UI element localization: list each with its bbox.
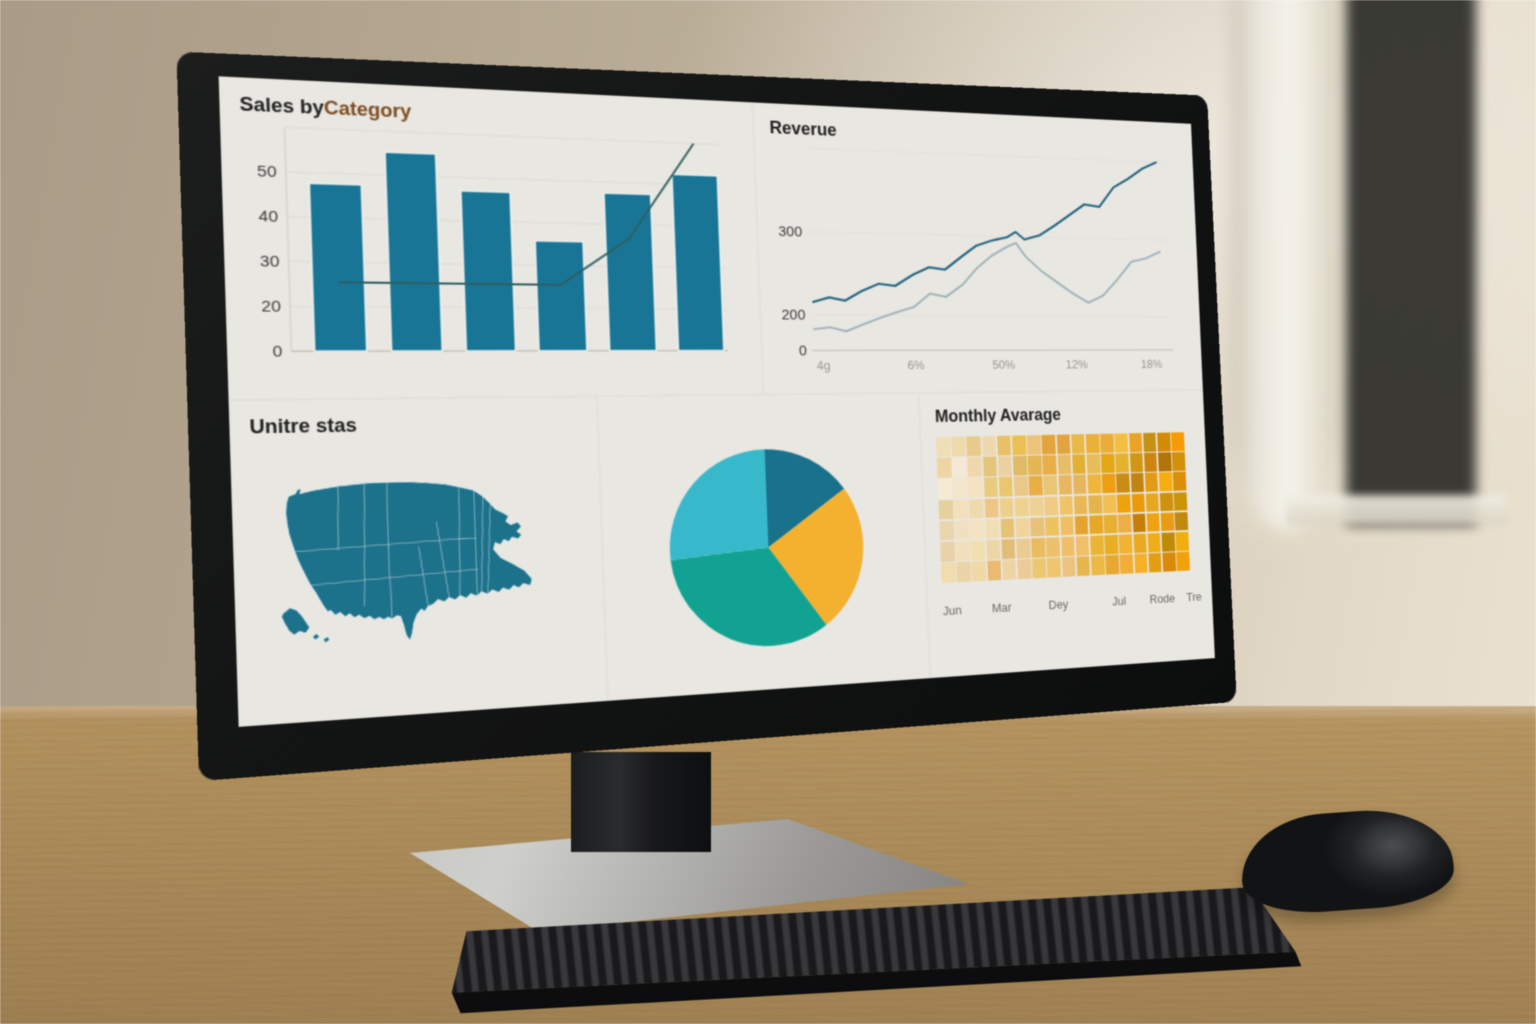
svg-text:12%: 12%: [1065, 358, 1088, 372]
svg-text:18%: 18%: [1141, 358, 1163, 371]
svg-text:300: 300: [778, 223, 802, 240]
svg-text:200: 200: [781, 306, 805, 323]
svg-text:30: 30: [260, 252, 280, 271]
svg-text:0: 0: [798, 342, 807, 359]
svg-text:50: 50: [257, 162, 277, 181]
svg-text:50%: 50%: [992, 358, 1015, 372]
svg-text:20: 20: [261, 297, 281, 316]
svg-text:4g: 4g: [817, 359, 831, 373]
svg-text:40: 40: [258, 207, 278, 226]
svg-text:0: 0: [272, 342, 282, 361]
svg-text:6%: 6%: [907, 359, 925, 373]
